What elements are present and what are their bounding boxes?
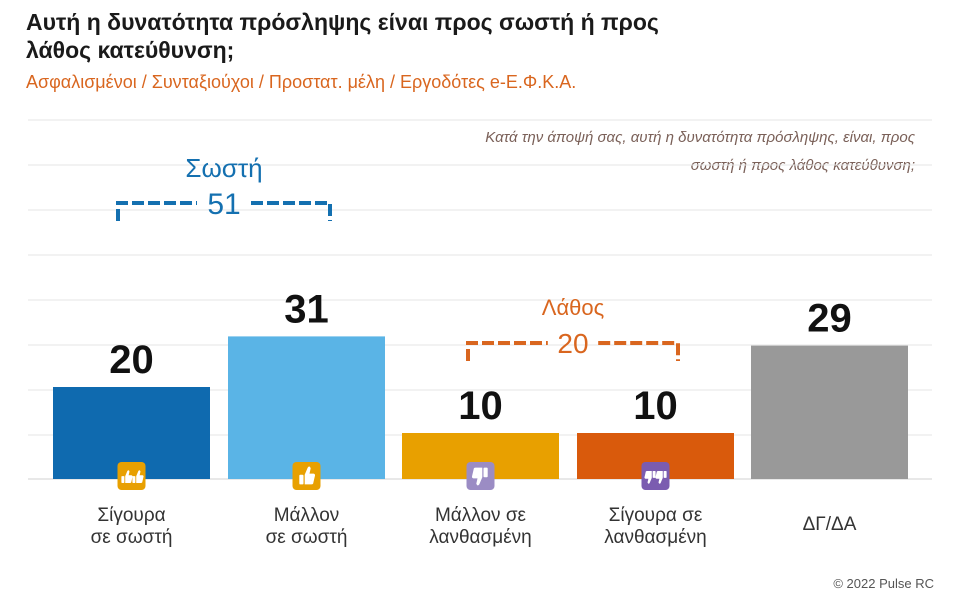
group-value: 20 bbox=[557, 328, 588, 359]
thumb-down-icon bbox=[466, 462, 495, 490]
group-bracket: Λάθος 20 bbox=[466, 295, 680, 361]
category-label: Μάλλον bbox=[274, 505, 340, 526]
copyright-notice: © 2022 Pulse RC bbox=[833, 576, 934, 591]
category-label: σε σωστή bbox=[266, 527, 348, 548]
category-label: Μάλλον σε bbox=[435, 505, 527, 526]
bar bbox=[228, 336, 385, 479]
two-thumbs-up-icon bbox=[117, 462, 146, 490]
chart-subtitle: Ασφαλισμένοι / Συνταξιούχοι / Προστατ. μ… bbox=[26, 72, 577, 92]
chart-title: Αυτή η δυνατότητα πρόσληψης είναι προς σ… bbox=[26, 9, 659, 63]
bar bbox=[751, 345, 908, 479]
thumb-up-icon bbox=[292, 462, 321, 490]
data-label: 29 bbox=[807, 297, 852, 341]
group-label: Λάθος bbox=[542, 295, 605, 320]
data-label: 20 bbox=[109, 338, 154, 382]
category-label: λανθασμένη bbox=[604, 527, 706, 548]
category-label: σε σωστή bbox=[91, 527, 173, 548]
data-label: 10 bbox=[458, 384, 503, 428]
category-label: Σίγουρα σε bbox=[609, 505, 703, 526]
group-value: 51 bbox=[207, 188, 240, 221]
category-label: ΔΓ/ΔΑ bbox=[803, 514, 857, 535]
group-bracket: Σωστή 51 bbox=[116, 153, 332, 221]
data-label: 31 bbox=[284, 287, 329, 331]
data-label: 10 bbox=[633, 384, 678, 428]
category-label: Σίγουρα bbox=[97, 505, 165, 526]
group-label: Σωστή bbox=[185, 153, 262, 183]
two-thumbs-down-icon bbox=[641, 462, 670, 490]
category-label: λανθασμένη bbox=[429, 527, 531, 548]
